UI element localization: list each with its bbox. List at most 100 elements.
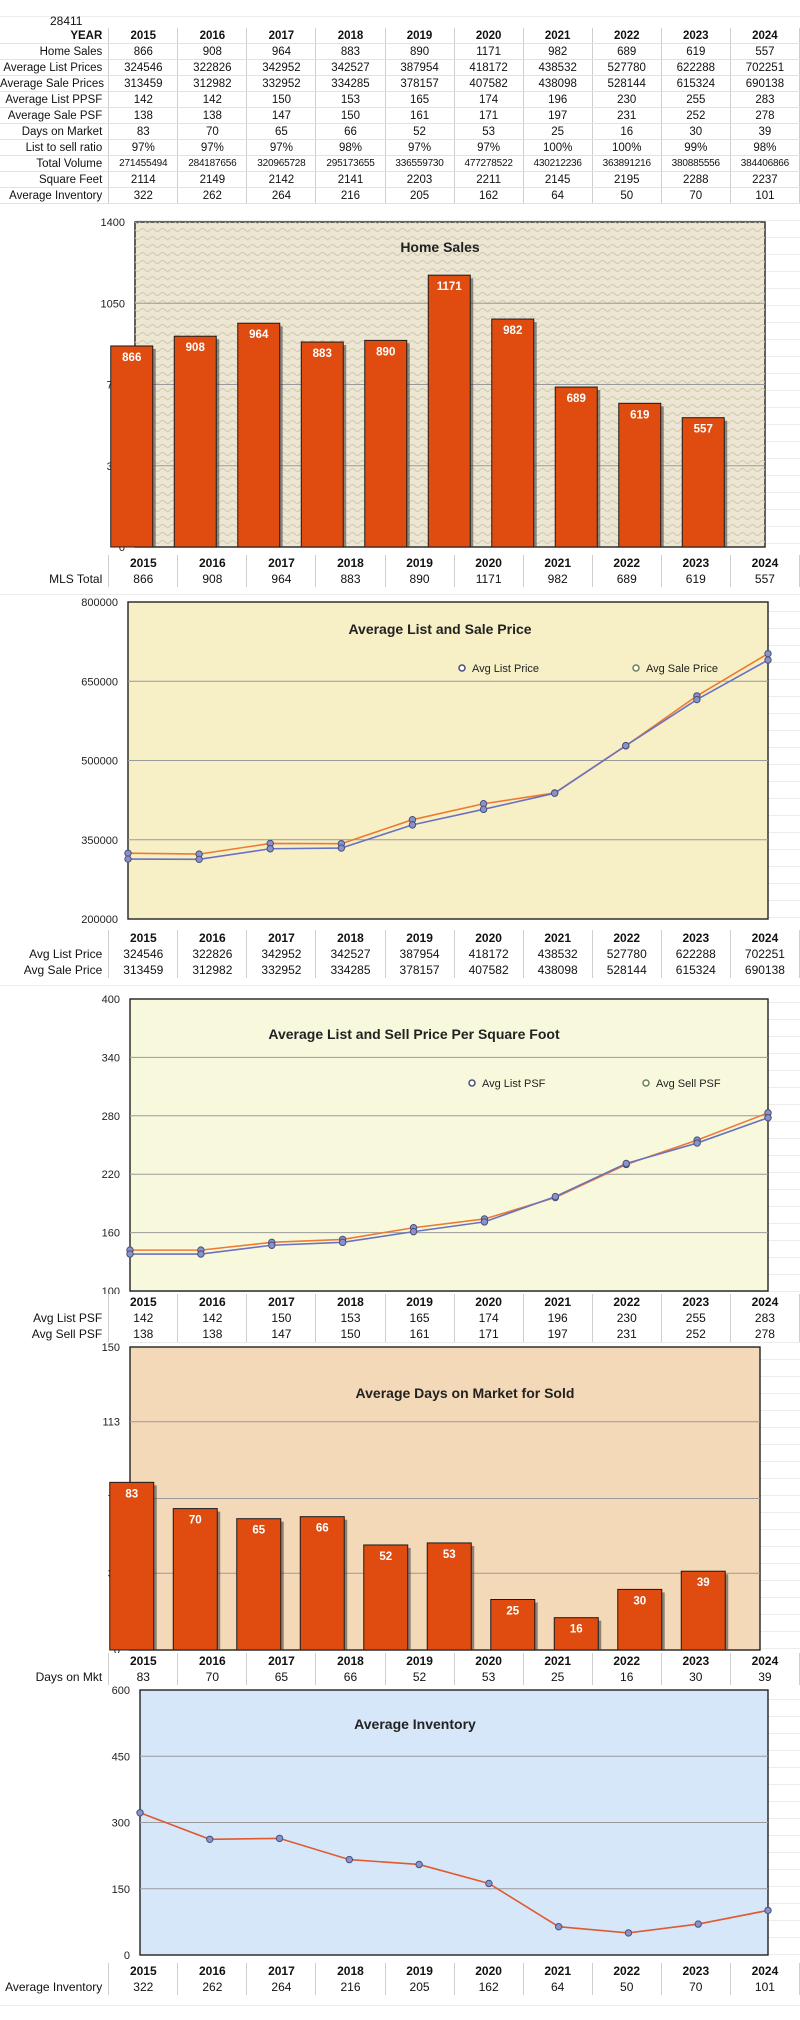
band-corner — [0, 1294, 110, 1310]
data-point — [480, 1218, 489, 1226]
bar — [681, 417, 725, 548]
row-label: Total Volume — [0, 155, 110, 172]
table-cell: 64 — [523, 187, 593, 204]
band-year-row: 2015 2016 2017 2018 2019 2020 2021 2022 2023 2024 — [0, 1963, 800, 1979]
table-cell: 1171 — [454, 43, 524, 60]
data-point — [694, 1920, 702, 1928]
band-year: 2019 — [385, 1653, 455, 1669]
year-header: YEAR — [0, 28, 110, 44]
band-value: 438098 — [523, 962, 593, 978]
band-year: 2016 — [177, 555, 248, 571]
bar-data-label: 982 — [503, 325, 522, 337]
table-cell: 689 — [592, 43, 662, 60]
chart-title: Average List and Sell Price Per Square F… — [268, 1026, 560, 1042]
table-cell: 142 — [177, 91, 248, 108]
bar-data-label: 65 — [252, 1525, 265, 1537]
band-value: 438532 — [523, 946, 593, 962]
band-year: 2020 — [454, 555, 524, 571]
table-cell: 336559730 — [385, 155, 455, 172]
table-row: Square Feet 2114 2149 2142 2141 2203 2211 2145 2… — [0, 171, 800, 188]
band-value: 147 — [246, 1326, 317, 1342]
band-year: 2017 — [246, 1963, 317, 1979]
sheet-id: 28411 — [50, 14, 83, 28]
table-cell: 982 — [523, 43, 593, 60]
row-label: Home Sales — [0, 43, 110, 60]
summary-table: YEAR 2015 2016 2017 2018 2019 2020 2021 2022 2023… — [0, 28, 800, 204]
data-point — [408, 821, 417, 829]
bar-data-label: 16 — [570, 1624, 583, 1636]
table-cell: 171 — [454, 107, 524, 124]
legend-label: Avg Sell PSF — [656, 1078, 721, 1090]
band-value: 387954 — [385, 946, 455, 962]
bar — [237, 322, 281, 548]
band-row: Avg Sale Price 313459 312982 332952 334285 37… — [0, 962, 800, 978]
band-year: 2024 — [730, 1653, 800, 1669]
year-cell: 2017 — [246, 28, 317, 44]
row-label: Average List PPSF — [0, 91, 110, 108]
table-cell: 2288 — [661, 171, 731, 188]
band-row-label: Avg Sell PSF — [0, 1326, 110, 1342]
data-point — [415, 1860, 423, 1869]
table-cell: 2203 — [385, 171, 455, 188]
table-cell: 438532 — [523, 59, 593, 76]
band-value: 312982 — [177, 962, 248, 978]
table-cell: 97% — [108, 139, 179, 156]
band-value: 83 — [108, 1669, 179, 1685]
table-cell: 25 — [523, 123, 593, 140]
band-value: 264 — [246, 1979, 317, 1995]
band-value: 690138 — [730, 962, 800, 978]
table-cell: 890 — [385, 43, 455, 60]
band-value: 150 — [315, 1326, 386, 1342]
band-year: 2023 — [661, 1294, 731, 1310]
year-cell: 2024 — [730, 28, 800, 44]
table-cell: 30 — [661, 123, 731, 140]
bar — [364, 339, 408, 548]
series-line — [139, 1812, 769, 1934]
table-cell: 165 — [385, 91, 455, 108]
table-cell: 883 — [315, 43, 386, 60]
band-value: 142 — [108, 1310, 179, 1326]
table-cell: 477278522 — [454, 155, 524, 172]
bar-data-label: 557 — [694, 424, 713, 436]
y-tick-label: 400 — [102, 994, 120, 1006]
band-value: 142 — [177, 1310, 248, 1326]
chart-title: Average Inventory — [354, 1716, 476, 1732]
table-cell: 205 — [385, 187, 455, 204]
band-year: 2020 — [454, 930, 524, 946]
band-value: 313459 — [108, 962, 179, 978]
band-year: 2020 — [454, 1963, 524, 1979]
band-value: 619 — [661, 571, 731, 587]
table-cell: 271455494 — [108, 155, 179, 172]
band-value: 322 — [108, 1979, 179, 1995]
legend-marker — [468, 1079, 476, 1087]
band-value: 702251 — [730, 946, 800, 962]
band-year: 2018 — [315, 555, 386, 571]
legend-label: Avg List Price — [472, 663, 539, 675]
table-cell: 100% — [523, 139, 593, 156]
band-value: 255 — [661, 1310, 731, 1326]
band-value: 25 — [523, 1669, 593, 1685]
band-year: 2022 — [592, 1963, 662, 1979]
band-value: 50 — [592, 1979, 662, 1995]
band-row: Avg List Price 324546 322826 342952 342527 38… — [0, 946, 800, 962]
band-year: 2020 — [454, 1294, 524, 1310]
table-cell: 216 — [315, 187, 386, 204]
band-year: 2024 — [730, 555, 800, 571]
year-cell: 2015 — [108, 28, 179, 44]
y-tick-label: 0 — [119, 542, 125, 554]
band-year: 2021 — [523, 1294, 593, 1310]
bar-data-label: 52 — [379, 1551, 392, 1563]
band-value: 324546 — [108, 946, 179, 962]
legend-label: Avg List PSF — [482, 1078, 546, 1090]
band-value: 527780 — [592, 946, 662, 962]
band-year-row: 2015 2016 2017 2018 2019 2020 2021 2022 2023 2024 — [0, 1294, 800, 1310]
table-row: Average List Prices 324546 322826 342952 342… — [0, 59, 800, 76]
band-year: 2021 — [523, 1963, 593, 1979]
table-cell: 278 — [730, 107, 800, 124]
table-cell: 363891216 — [592, 155, 662, 172]
series-line — [127, 659, 769, 861]
band-year: 2017 — [246, 1653, 317, 1669]
y-tick-label: 350000 — [81, 835, 118, 847]
band-value: 322826 — [177, 946, 248, 962]
table-cell: 702251 — [730, 59, 800, 76]
